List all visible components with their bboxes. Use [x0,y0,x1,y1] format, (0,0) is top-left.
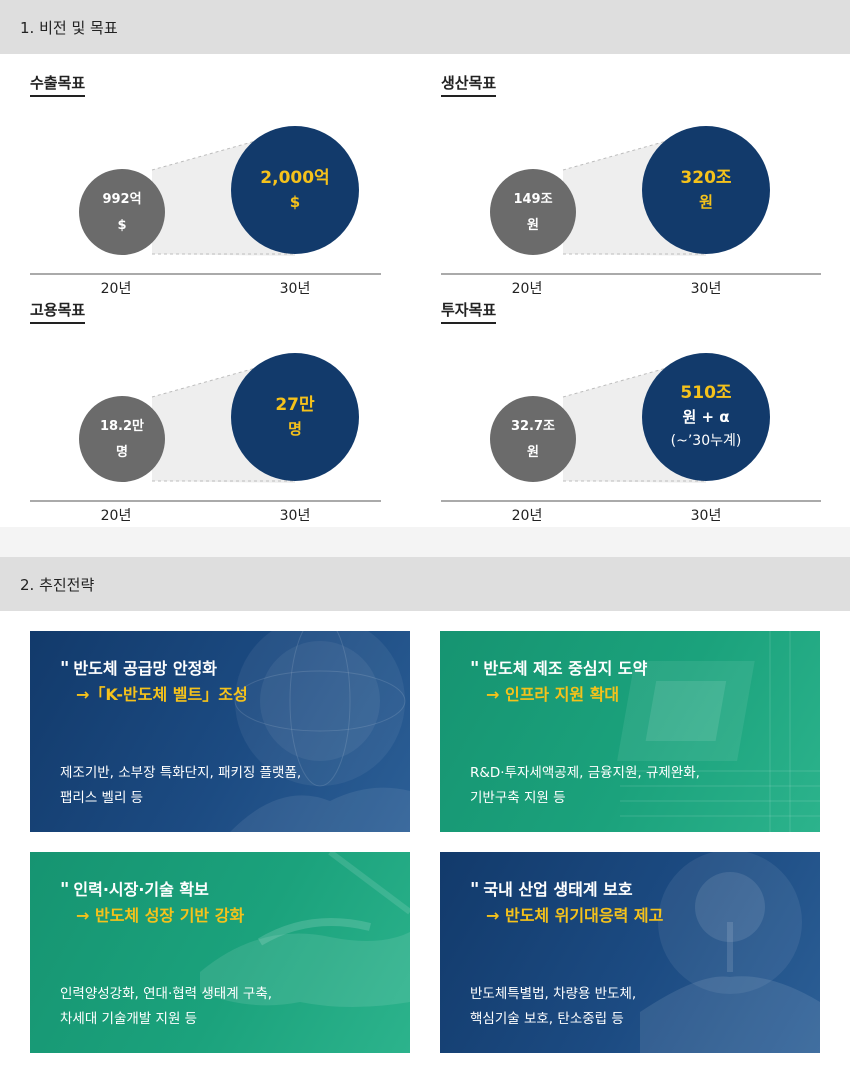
card-description: 반도체특별법, 차량용 반도체, 핵심기술 보호, 탄소중립 등 [470,982,800,1032]
goal-employment-graphic [30,353,381,502]
from-value-group: 992억 $ [79,187,165,239]
to-year: 30년 [690,508,722,524]
to-value: 2,000억 [260,168,330,188]
card-subtitle: →「K-반도체 벨트」조성 [76,685,248,704]
from-value: 149조 [513,192,553,207]
goal-employment: 고용목표 18.2만 명 27만 명 20년 30년 [30,299,410,524]
to-year: 30년 [690,281,722,297]
goal-title: 생산목표 [441,72,497,97]
card-subtitle: → 반도체 위기대응력 제고 [486,906,664,925]
to-unit: 원 + α [682,408,730,426]
from-year: 20년 [511,508,543,524]
tree-in-hands-illustration [640,852,820,1053]
card-description: 제조기반, 소부장 특화단지, 패키징 플랫폼, 팹리스 벨리 등 [60,761,390,811]
goal-export: 수출목표 992억 $ 2,000억 $ 20년 30년 [30,72,410,297]
goal-production: 생산목표 149조 원 320조 원 20년 30년 [441,72,821,297]
section-header-vision: 1. 비전 및 목표 [0,0,850,54]
card-subtitle: → 반도체 성장 기반 강화 [76,906,245,925]
card-title: " 인력·시장·기술 확보 [60,876,209,904]
card-desc-line: 반도체특별법, 차량용 반도체, [470,986,637,1002]
to-unit: 명 [288,420,302,438]
goals-panel: 수출목표 992억 $ 2,000억 $ 20년 30년 생산목표 149조 원… [0,54,850,527]
from-unit: 원 [527,218,539,233]
goal-title: 투자목표 [441,299,497,324]
goal-investment: 투자목표 32.7조 원 510조 원 + α (~’30누계) 20년 30년 [441,299,821,524]
section-header-strategy: 2. 추진전략 [0,557,850,611]
from-unit: 명 [116,445,128,460]
card-title-text: 반도체 제조 중심지 도약 [483,659,648,678]
from-value: 32.7조 [510,419,556,434]
to-value-group: 2,000억 $ [231,166,359,214]
goal-title: 고용목표 [30,299,86,324]
handshake-illustration [200,852,410,1007]
chip-illustration [617,631,820,832]
from-year: 20년 [100,281,132,297]
strategy-panel: " 반도체 공급망 안정화 →「K-반도체 벨트」조성 제조기반, 소부장 특화단… [0,611,850,1073]
to-year: 30년 [279,508,311,524]
strategy-card-manufacturing: " 반도체 제조 중심지 도약 → 인프라 지원 확대 R&D·투자세액공제, 금… [440,631,820,832]
quote-icon: " [60,658,70,679]
card-subtitle: → 인프라 지원 확대 [486,685,620,704]
card-description: 인력양성강화, 연대·협력 생태계 구축, 차세대 기술개발 지원 등 [60,982,390,1032]
card-desc-line: R&D·투자세액공제, 금융지원, 규제완화, [470,765,700,781]
card-title: " 국내 산업 생태계 보호 [470,876,633,904]
from-value-group: 149조 원 [490,187,576,239]
goal-production-graphic [441,126,821,275]
to-year: 30년 [279,281,311,297]
to-unit: 원 [699,193,713,211]
card-title-text: 인력·시장·기술 확보 [73,880,209,899]
to-note: (~’30누계) [670,433,742,449]
card-description: R&D·투자세액공제, 금융지원, 규제완화, 기반구축 지원 등 [470,761,800,811]
card-desc-line: 팹리스 벨리 등 [60,790,144,806]
to-value-group: 510조 원 + α (~’30누계) [642,381,770,453]
to-unit: $ [289,193,301,211]
strategy-card-ecosystem: " 국내 산업 생태계 보호 → 반도체 위기대응력 제고 반도체특별법, 차량용… [440,852,820,1053]
from-value-group: 32.7조 원 [490,414,576,466]
to-value: 320조 [680,168,732,188]
from-unit: $ [117,218,127,233]
from-value-group: 18.2만 명 [79,414,165,466]
from-year: 20년 [100,508,132,524]
to-value: 510조 [680,383,732,403]
strategy-card-talent: " 인력·시장·기술 확보 → 반도체 성장 기반 강화 인력양성강화, 연대·협… [30,852,410,1053]
card-title: " 반도체 공급망 안정화 [60,655,217,683]
to-value: 27만 [275,395,315,415]
from-value: 18.2만 [99,419,145,434]
card-title: " 반도체 제조 중심지 도약 [470,655,647,683]
from-year: 20년 [511,281,543,297]
to-value-group: 320조 원 [642,166,770,214]
goal-title: 수출목표 [30,72,86,97]
card-desc-line: 차세대 기술개발 지원 등 [60,1011,198,1027]
globe-hand-illustration [230,631,410,832]
card-title-text: 반도체 공급망 안정화 [73,659,218,678]
quote-icon: " [60,879,70,900]
card-desc-line: 기반구축 지원 등 [470,790,566,806]
card-desc-line: 제조기반, 소부장 특화단지, 패키징 플랫폼, [60,765,302,781]
card-title-text: 국내 산업 생태계 보호 [483,880,633,899]
strategy-card-supply-chain: " 반도체 공급망 안정화 →「K-반도체 벨트」조성 제조기반, 소부장 특화단… [30,631,410,832]
goal-export-graphic [30,126,381,275]
from-value: 992억 [102,192,142,207]
from-unit: 원 [527,445,539,460]
card-desc-line: 핵심기술 보호, 탄소중립 등 [470,1011,624,1027]
section-title-strategy: 2. 추진전략 [20,575,95,594]
quote-icon: " [470,658,480,679]
card-desc-line: 인력양성강화, 연대·협력 생태계 구축, [60,986,273,1002]
to-value-group: 27만 명 [231,393,359,441]
quote-icon: " [470,879,480,900]
section-title-vision: 1. 비전 및 목표 [20,18,118,37]
goal-investment-graphic [441,353,821,502]
